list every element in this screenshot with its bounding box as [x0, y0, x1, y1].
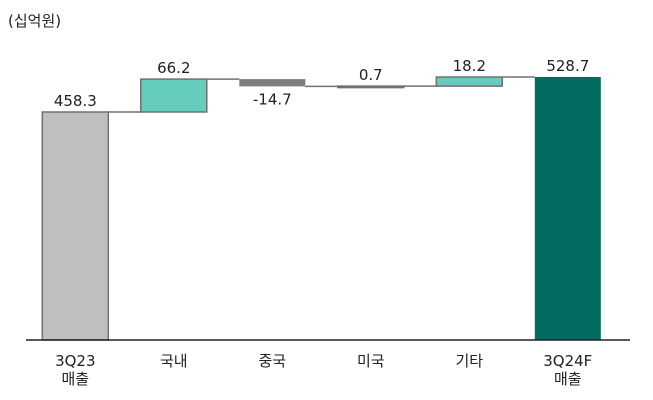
- x-tick-label-2-0: 중국: [258, 352, 286, 370]
- x-tick-label-0-0: 3Q23: [55, 352, 95, 370]
- data-label-4: 18.2: [453, 57, 486, 75]
- bar-0: [41, 111, 110, 341]
- x-tick-label-3-0: 미국: [357, 352, 385, 370]
- bar-4: [435, 76, 504, 87]
- data-label-2: -14.7: [253, 90, 292, 108]
- data-label-3: 0.7: [359, 66, 383, 84]
- bar-1: [140, 78, 208, 113]
- unit-label: (십억원): [8, 12, 62, 30]
- x-tick-label-5-1: 매출: [554, 370, 582, 388]
- x-tick-label-5-0: 3Q24F: [543, 352, 592, 370]
- x-tick-label-1-0: 국내: [160, 352, 188, 370]
- data-label-1: 66.2: [157, 59, 190, 77]
- bar-2: [239, 79, 306, 87]
- data-label-0: 458.3: [54, 92, 97, 110]
- data-label-5: 528.7: [546, 57, 589, 75]
- bar-5: [534, 77, 601, 340]
- bar-3: [337, 85, 405, 89]
- x-tick-label-0-1: 매출: [61, 370, 89, 388]
- x-tick-label-4-0: 기타: [455, 352, 483, 370]
